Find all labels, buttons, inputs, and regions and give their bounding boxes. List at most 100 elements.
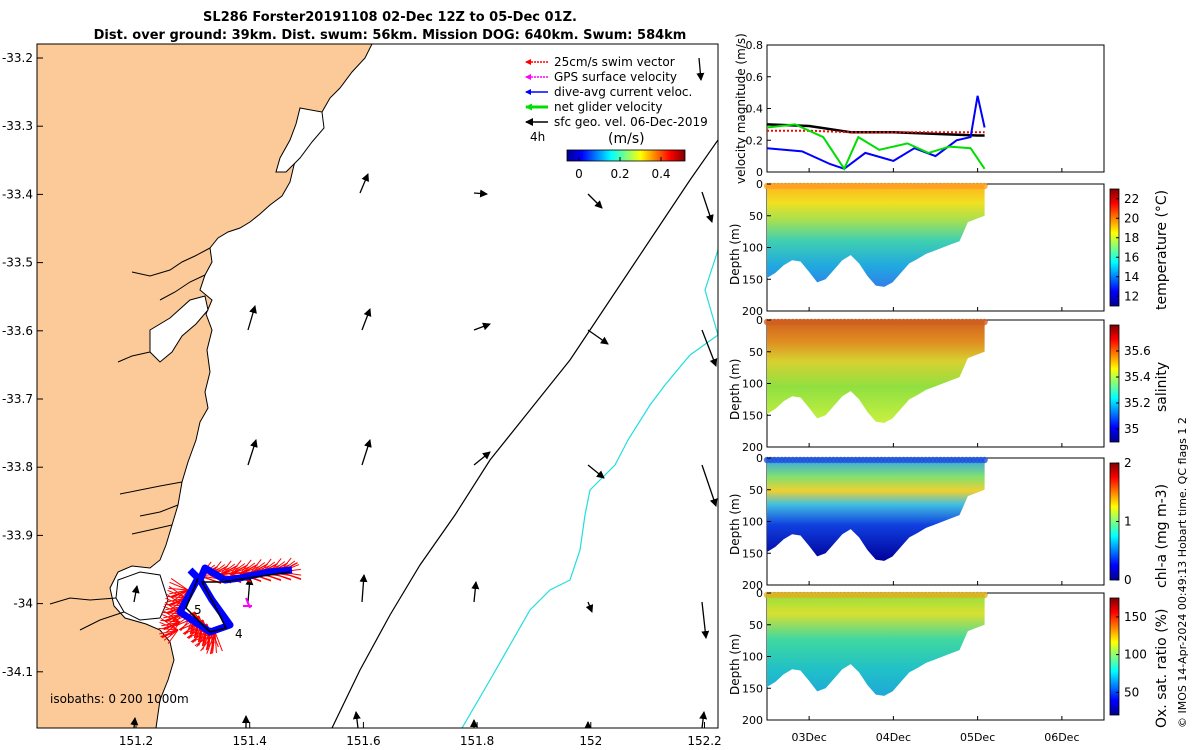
profile-curtain: [767, 458, 985, 561]
map-xtick-label: 152.2: [687, 734, 721, 748]
depth-ytick-label: 100: [742, 378, 763, 391]
depth-ytick-label: 50: [749, 346, 763, 359]
credit-text: © IMOS 14-Apr-2024 00:49:13 Hobart time.…: [1176, 417, 1189, 728]
map-colorbar: [566, 149, 686, 162]
chart-title-line1: SL286 Forster20191108 02-Dec 12Z to 05-D…: [203, 10, 577, 25]
depth-ytick-label: 0: [756, 178, 763, 191]
date-xtick-label: 06Dec: [1044, 731, 1079, 744]
legend-label: net glider velocity: [554, 100, 662, 114]
legend-label: sfc geo. vel. 06-Dec-2019: [554, 115, 708, 129]
swim-vector: [239, 559, 252, 575]
swim-vector: [214, 631, 217, 653]
swim-vector: [206, 631, 216, 654]
velocity-series-line: [766, 123, 985, 137]
colorbar-tick-label: 35.2: [1124, 396, 1151, 410]
profile-colorbar: [1109, 597, 1120, 716]
depth-ytick-label: 200: [742, 305, 763, 318]
profile-curtain: [767, 320, 985, 423]
colorbar-tick-label: 0.4: [651, 167, 670, 181]
colorbar-tick-label: 16: [1124, 250, 1139, 264]
depth-ytick-label: 200: [742, 714, 763, 727]
map-xtick-label: 151.6: [346, 734, 380, 748]
swim-vector: [219, 560, 232, 576]
swim-vector: [159, 621, 179, 631]
colorbar-tick-label: 35: [1124, 422, 1139, 436]
depth-ylabel: Depth (m): [728, 493, 742, 555]
isobaths-label: isobaths: 0 200 1000m: [50, 692, 189, 706]
date-xtick-label: 03Dec: [791, 731, 826, 744]
depth-ytick-label: 150: [742, 682, 763, 695]
colorbar-tick-label: 12: [1124, 289, 1139, 303]
depth-ytick-label: 50: [749, 210, 763, 223]
swim-vector: [200, 631, 216, 652]
river-inlet: [49, 247, 211, 631]
swim-vector: [229, 560, 242, 575]
colorbar-tick-label: 0: [1124, 573, 1132, 587]
legend-label: dive-avg current veloc.: [554, 85, 692, 99]
glider-track-map: 5 4 isobaths: 0 200 1000m 151.2 151.4 151.…: [2, 43, 722, 748]
date-xtick-label: 05Dec: [960, 731, 995, 744]
swim-vector: [169, 589, 189, 595]
colorbar-tick-label: 35.6: [1124, 344, 1151, 358]
legend-label: GPS surface velocity: [554, 70, 677, 84]
dive-sample-marker: [981, 318, 988, 326]
dive-sample-marker: [981, 182, 988, 190]
swim-vector: [169, 581, 189, 591]
depth-ytick-label: 50: [749, 619, 763, 632]
depth-ytick-label: 0: [756, 587, 763, 600]
legend-label: 25cm/s swim vector: [554, 55, 675, 69]
swim-vector: [161, 613, 181, 623]
colorbar-tick-label: 18: [1124, 231, 1139, 245]
velocity-ylabel: velocity magnitude (m/s): [734, 33, 748, 184]
swim-vector: [239, 566, 260, 575]
legend-item: dive-avg current veloc.: [525, 85, 692, 99]
map-ytick-label: -33.4: [2, 187, 33, 201]
swim-vector: [229, 566, 250, 575]
depth-ytick-label: 150: [742, 409, 763, 422]
lake-estuary: [275, 107, 325, 173]
colorbar-tick-label: 14: [1124, 270, 1139, 284]
profile-curtain: [767, 184, 985, 287]
depth-ylabel: Depth (m): [728, 223, 742, 285]
swim-vector: [160, 617, 179, 631]
map-ytick-label: -34: [13, 597, 33, 611]
depth-ylabel: Depth (m): [728, 358, 742, 420]
depth-ytick-label: 200: [742, 579, 763, 592]
map-xtick-label: 152: [579, 734, 602, 748]
depth-ytick-label: 150: [742, 273, 763, 286]
net-glider-track: [185, 571, 291, 633]
profile-colorbar: [1109, 324, 1120, 443]
map-ytick-label: -33.8: [2, 460, 33, 474]
velocity-ytick-label: 0.2: [746, 134, 764, 147]
map-ytick-label: -33.3: [2, 119, 33, 133]
map-ytick-label: -34.1: [2, 665, 33, 679]
colorbar-tick-label: 35.4: [1124, 370, 1151, 384]
day-label: 5: [194, 603, 202, 617]
swim-vector: [158, 627, 179, 631]
temperature-colorbar-label: temperature (°C): [1154, 189, 1170, 310]
map-ytick-label: -33.6: [2, 324, 33, 338]
isobath-200m: [331, 139, 718, 728]
lake-estuary: [115, 571, 169, 621]
colorbar-tick-label: 2: [1124, 456, 1132, 470]
geo-velocity-vectors: [130, 57, 718, 728]
swim-vector: [219, 567, 240, 576]
colorbar-tick-label: 100: [1124, 648, 1147, 662]
map-ytick-label: -33.5: [2, 256, 33, 270]
velocity-ytick-label: 0.8: [746, 39, 764, 52]
lake-estuary: [149, 295, 209, 363]
depth-ytick-label: 100: [742, 651, 763, 664]
velocity-series-line: [766, 95, 986, 170]
day-label: 4: [235, 627, 243, 641]
swim-vector: [159, 629, 179, 635]
swim-vector: [214, 631, 223, 652]
colorbar-tick-label: 0: [575, 167, 583, 181]
legend-item: net glider velocity: [525, 100, 662, 114]
map-xtick-label: 151.2: [119, 734, 153, 748]
date-xtick-label: 04Dec: [876, 731, 911, 744]
swim-vector: [167, 589, 187, 599]
map-ytick-label: -33.2: [2, 51, 33, 65]
colorbar-tick-label: 150: [1124, 610, 1147, 624]
